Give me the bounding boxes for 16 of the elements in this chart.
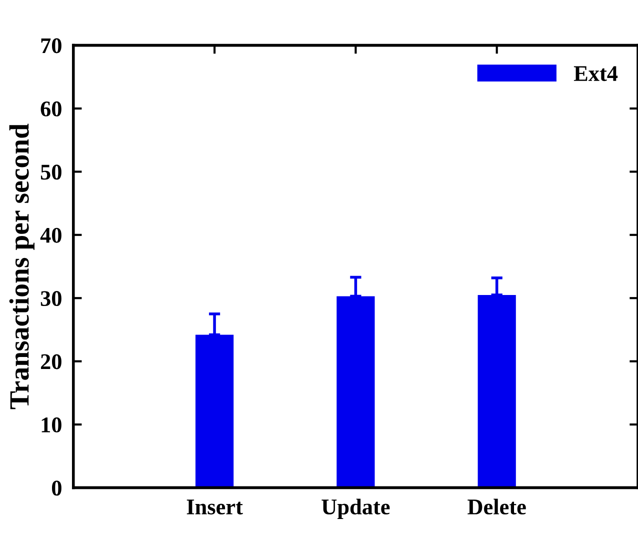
y-tick-label: 40 bbox=[40, 228, 62, 243]
bar bbox=[478, 294, 516, 488]
y-tick-label: 60 bbox=[40, 101, 62, 116]
bar bbox=[336, 296, 375, 488]
bar bbox=[195, 334, 234, 488]
legend-label: Ext4 bbox=[574, 66, 618, 82]
y-tick-label: 50 bbox=[40, 164, 62, 180]
x-tick-label: Insert bbox=[186, 500, 243, 514]
x-tick-label: Delete bbox=[468, 498, 526, 514]
x-tick-label: Update bbox=[322, 498, 390, 519]
y-axis-title: Transactions per second bbox=[9, 124, 34, 410]
y-tick-label: 10 bbox=[42, 417, 62, 432]
y-tick-label: 20 bbox=[40, 354, 62, 370]
y-tick-label: 30 bbox=[40, 291, 62, 306]
y-tick-label: 0 bbox=[52, 480, 62, 496]
y-tick-label: 70 bbox=[41, 38, 62, 54]
